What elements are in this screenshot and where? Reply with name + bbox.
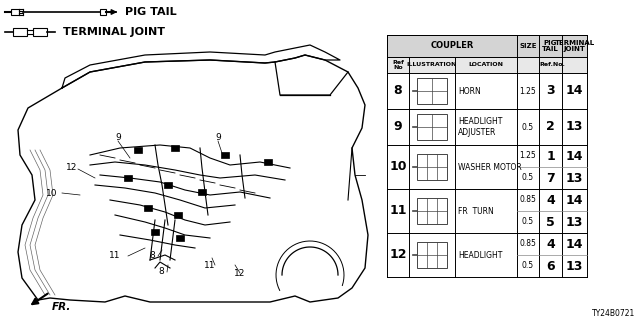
Text: FR.: FR. bbox=[52, 302, 72, 312]
Text: 8: 8 bbox=[158, 268, 164, 276]
Text: 14: 14 bbox=[566, 84, 583, 98]
Text: 0.5: 0.5 bbox=[522, 218, 534, 227]
Bar bbox=[33, 28, 47, 36]
Text: 13: 13 bbox=[566, 172, 583, 185]
Text: PIG TAIL: PIG TAIL bbox=[125, 7, 177, 17]
Text: Ref
No: Ref No bbox=[392, 60, 404, 70]
Bar bbox=[171, 145, 179, 151]
Text: 0.5: 0.5 bbox=[522, 261, 534, 270]
Text: TY24B0721: TY24B0721 bbox=[592, 308, 635, 317]
Text: 13: 13 bbox=[566, 215, 583, 228]
Text: 10: 10 bbox=[389, 161, 407, 173]
Bar bbox=[387, 57, 587, 73]
Text: 11: 11 bbox=[109, 251, 121, 260]
Text: COUPLER: COUPLER bbox=[430, 42, 474, 51]
Text: HEADLIGHT
ADJUSTER: HEADLIGHT ADJUSTER bbox=[458, 117, 502, 137]
Text: 0.5: 0.5 bbox=[522, 123, 534, 132]
Bar bbox=[176, 235, 184, 241]
Bar bbox=[151, 229, 159, 235]
Bar bbox=[11, 9, 19, 15]
Bar bbox=[221, 152, 229, 158]
Text: 8: 8 bbox=[394, 84, 403, 98]
Text: 1.25: 1.25 bbox=[520, 151, 536, 161]
Bar bbox=[417, 114, 447, 140]
Text: 7: 7 bbox=[546, 172, 555, 185]
Text: 13: 13 bbox=[566, 121, 583, 133]
Bar bbox=[417, 154, 447, 180]
Text: Ref.No.: Ref.No. bbox=[539, 62, 565, 68]
Text: 8: 8 bbox=[149, 251, 155, 260]
Bar bbox=[417, 242, 447, 268]
Bar bbox=[417, 78, 447, 104]
Text: 0.5: 0.5 bbox=[522, 173, 534, 182]
Text: 11: 11 bbox=[204, 260, 216, 269]
Text: 10: 10 bbox=[46, 188, 58, 197]
Text: FR  TURN: FR TURN bbox=[458, 206, 493, 215]
Text: 0.85: 0.85 bbox=[520, 196, 536, 204]
Text: ILLUSTRATION: ILLUSTRATION bbox=[407, 62, 457, 68]
Text: 14: 14 bbox=[566, 237, 583, 251]
Text: 12: 12 bbox=[389, 249, 407, 261]
Text: 12: 12 bbox=[234, 268, 246, 277]
Bar bbox=[100, 9, 106, 15]
Text: WASHER MOTOR: WASHER MOTOR bbox=[458, 163, 522, 172]
Bar bbox=[124, 175, 132, 181]
Bar bbox=[264, 159, 272, 165]
Bar bbox=[134, 147, 142, 153]
Text: 5: 5 bbox=[546, 215, 555, 228]
Text: 6: 6 bbox=[546, 260, 555, 273]
Text: 2: 2 bbox=[546, 121, 555, 133]
Bar bbox=[174, 212, 182, 218]
Text: TERMINAL
JOINT: TERMINAL JOINT bbox=[554, 40, 595, 52]
Text: 4: 4 bbox=[546, 194, 555, 206]
Text: 11: 11 bbox=[389, 204, 407, 218]
Text: 3: 3 bbox=[546, 84, 555, 98]
Bar bbox=[417, 198, 447, 224]
Text: HORN: HORN bbox=[458, 86, 481, 95]
Text: 9: 9 bbox=[394, 121, 403, 133]
Text: 9: 9 bbox=[115, 133, 121, 142]
Text: 1.25: 1.25 bbox=[520, 86, 536, 95]
Text: TERMINAL JOINT: TERMINAL JOINT bbox=[63, 27, 165, 37]
Bar bbox=[13, 28, 27, 36]
Bar bbox=[198, 189, 206, 195]
Text: 0.85: 0.85 bbox=[520, 239, 536, 249]
Text: 12: 12 bbox=[67, 164, 77, 172]
Text: HEADLIGHT: HEADLIGHT bbox=[458, 251, 502, 260]
Bar bbox=[387, 35, 587, 57]
Text: 4: 4 bbox=[546, 237, 555, 251]
Text: 14: 14 bbox=[566, 149, 583, 163]
Text: LOCATION: LOCATION bbox=[468, 62, 504, 68]
Text: 9: 9 bbox=[215, 133, 221, 142]
Text: 13: 13 bbox=[566, 260, 583, 273]
Bar bbox=[164, 182, 172, 188]
Text: PIG
TAIL: PIG TAIL bbox=[542, 40, 559, 52]
Text: SIZE: SIZE bbox=[519, 43, 537, 49]
Bar bbox=[144, 205, 152, 211]
Text: 1: 1 bbox=[546, 149, 555, 163]
Text: 14: 14 bbox=[566, 194, 583, 206]
